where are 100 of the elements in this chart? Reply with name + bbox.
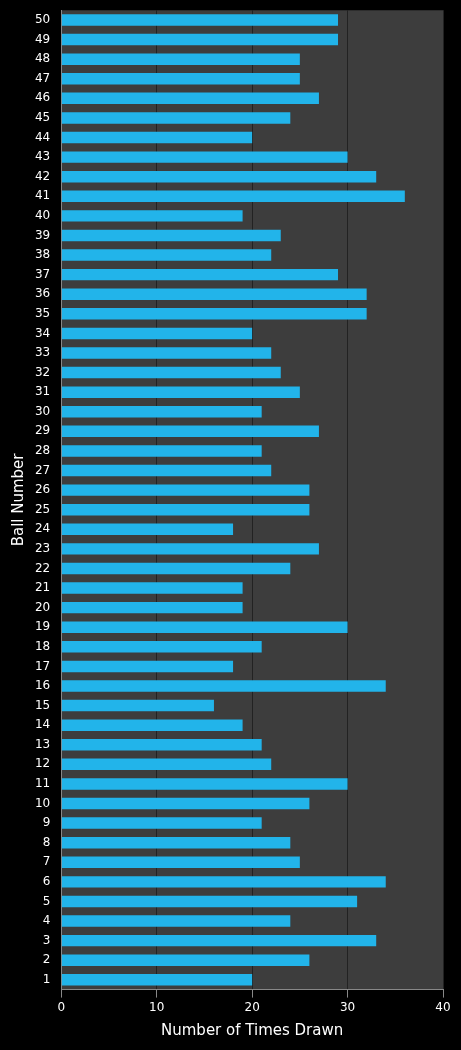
x-tick-label: 20 [244,999,260,1014]
y-tick-label: 8 [42,834,51,849]
y-tick-label: 4 [42,913,51,928]
bar [61,308,367,320]
bar [61,699,214,712]
bar [61,641,262,653]
y-tick-label: 18 [34,638,51,653]
bar [61,601,243,614]
y-tick-label: 41 [34,188,51,203]
y-tick-label: 7 [42,854,51,869]
x-tick-label: 10 [149,999,165,1014]
y-tick-label: 35 [34,305,51,320]
y-tick-label: 40 [34,208,51,222]
y-tick-label: 36 [34,286,51,301]
y-tick-label: 49 [34,31,51,46]
y-tick-label: 26 [34,482,51,497]
bar [61,406,262,418]
y-tick-label: 43 [34,149,51,164]
y-tick-label: 39 [34,227,51,242]
y-tick-label: 2 [42,952,51,967]
bar [61,210,243,222]
bar [61,33,339,46]
y-tick-label: 17 [34,658,51,673]
y-tick-label: 10 [34,795,51,810]
bar [61,758,272,771]
y-tick-label: 45 [34,110,51,125]
bar [61,876,386,888]
bar [61,680,386,692]
y-tick-label: 1 [42,971,51,986]
y-tick-label: 28 [34,443,51,458]
bar [61,170,377,183]
y-tick-label: 15 [34,697,51,712]
y-tick-label: 42 [34,168,51,183]
x-tick-label: 0 [57,999,66,1014]
bar [61,974,253,986]
bar [61,523,234,536]
y-tick-label: 46 [34,90,51,105]
y-tick-label: 34 [34,325,51,340]
y-tick-label: 16 [34,678,51,693]
bar [61,660,234,673]
y-tick-label: 32 [34,364,51,379]
x-axis-title: Number of Times Drawn [161,1020,344,1039]
y-tick-label: 33 [34,345,51,360]
bar [61,386,300,398]
bar [61,934,377,947]
bar [61,562,291,575]
y-tick-label: 20 [34,599,51,614]
bar [61,425,319,438]
bar [61,73,300,85]
bar [61,347,272,359]
bar [61,856,300,869]
bar [61,915,291,927]
y-tick-label: 27 [34,462,51,477]
bar [61,797,310,810]
y-tick-label: 38 [34,247,51,262]
y-tick-label: 21 [34,580,51,595]
bar [61,484,310,496]
bar [61,268,339,281]
bar [61,895,358,908]
bar [61,151,348,163]
bar [61,836,291,849]
bar [61,366,281,379]
y-tick-label: 22 [34,560,51,575]
y-tick-label: 12 [34,756,51,771]
bar [61,131,253,144]
bar [61,327,253,340]
y-tick-label: 24 [34,521,51,536]
y-tick-label: 31 [34,384,51,399]
y-tick-label: 44 [34,129,51,144]
y-tick-label: 37 [34,266,51,281]
x-tick-label: 40 [435,999,451,1014]
bar [61,719,243,731]
bar [61,543,319,555]
y-tick-label: 14 [34,717,51,732]
y-tick-label: 23 [34,540,51,555]
bar [61,229,281,242]
y-tick-label: 50 [34,12,51,27]
bar [61,190,405,203]
bar [61,582,243,594]
y-tick-label: 11 [34,776,51,791]
bar [61,817,262,829]
bar [61,14,339,26]
bar [61,288,367,300]
y-tick-label: 47 [34,70,51,85]
bar [61,249,272,261]
x-tick-label: 30 [339,999,356,1014]
bar [61,503,310,516]
bar [61,92,319,105]
bar [61,464,272,477]
y-tick-label: 13 [34,736,51,751]
bar [61,739,262,751]
y-tick-label: 30 [34,403,51,418]
y-tick-label: 6 [42,873,51,888]
y-tick-label: 25 [34,501,51,516]
y-tick-label: 3 [42,932,51,947]
bar [61,445,262,457]
y-tick-label: 19 [34,619,51,634]
y-tick-label: 9 [42,815,51,830]
bar [61,112,291,124]
bar [61,621,348,633]
